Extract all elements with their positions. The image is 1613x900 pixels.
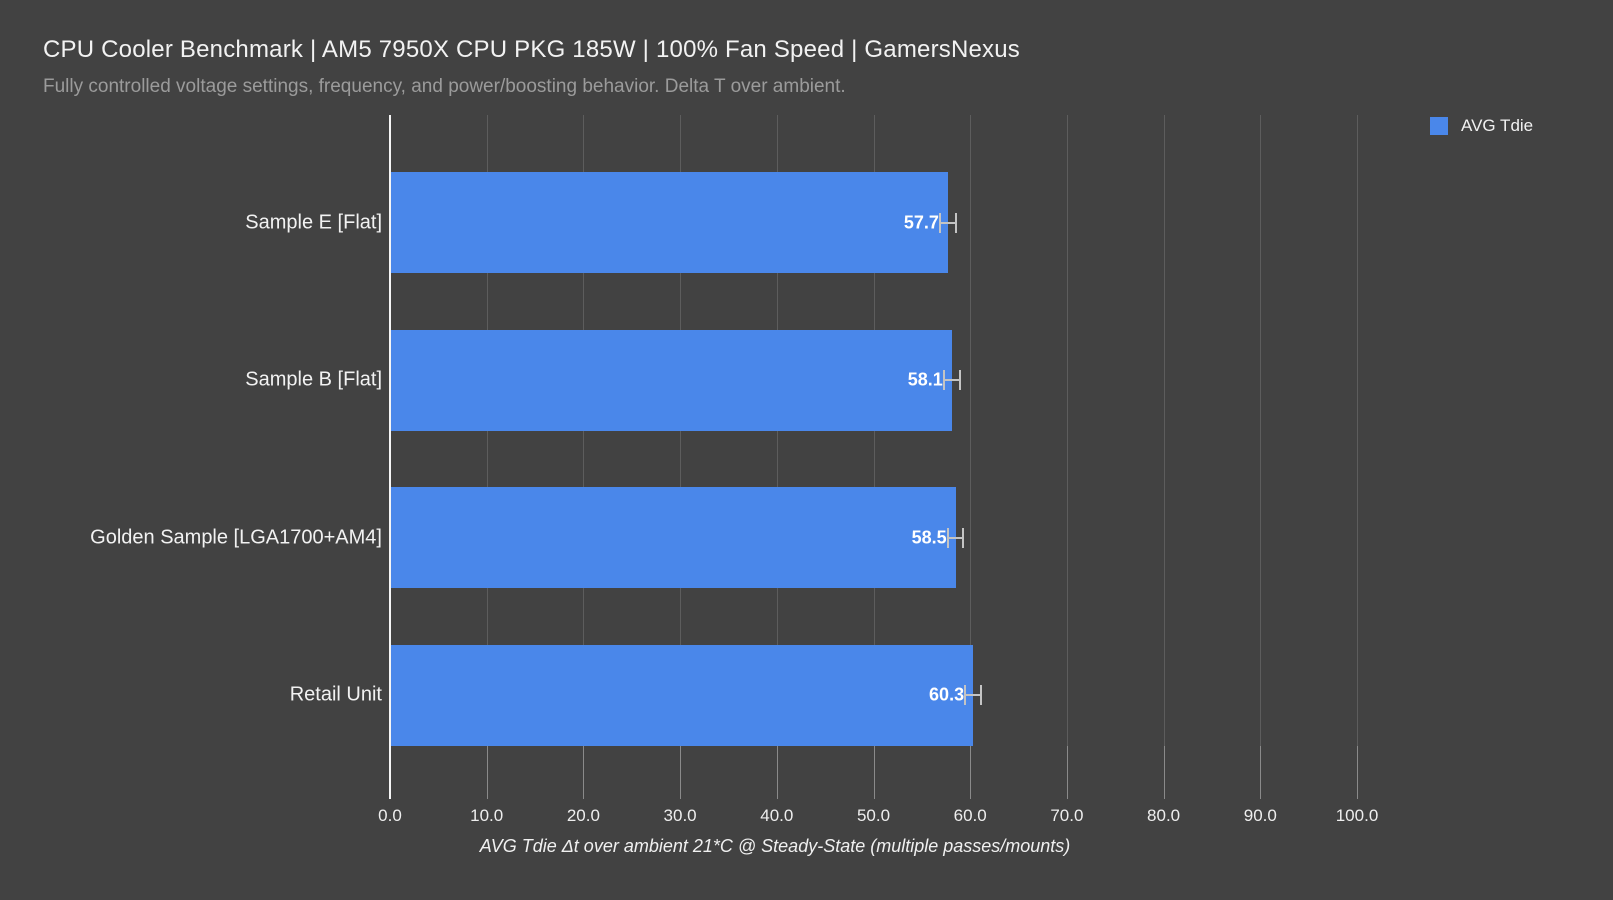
x-axis-tick [389,746,391,799]
error-bar-cap-right [958,370,961,391]
legend: AVG Tdie [1430,116,1533,136]
x-axis-tick [1066,746,1068,799]
bar-sample-e-flat- [391,172,948,273]
bar-value-label: 58.5 [911,527,947,548]
category-label: Retail Unit [289,683,382,706]
x-axis-tick [1163,746,1165,799]
gridline [1260,115,1262,746]
x-axis-tick [583,746,585,799]
gridline [1066,115,1068,746]
x-axis-tick [776,746,778,799]
error-bar-line [940,221,956,224]
x-axis-tick [970,746,972,799]
legend-label: AVG Tdie [1461,116,1534,135]
x-tick-label: 70.0 [1050,806,1084,825]
error-bar-cap-left [939,212,942,233]
x-tick-label: 0.0 [378,806,402,825]
error-bar-line [944,379,960,382]
error-bar-cap-left [943,370,946,391]
x-axis-tick [873,746,875,799]
error-bar-cap-left [946,527,949,548]
category-label: Sample E [Flat] [245,211,382,233]
error-bar-line [965,694,981,697]
x-axis-tick [1357,746,1358,799]
x-axis-tick [486,746,488,799]
chart-subtitle: Fully controlled voltage settings, frequ… [43,76,846,97]
bar-sample-b-flat- [391,329,952,431]
error-bar-cap-right [954,212,957,233]
x-axis-tick [680,746,682,799]
chart-title: CPU Cooler Benchmark | AM5 7950X CPU PKG… [43,36,1020,63]
x-tick-label: 60.0 [953,806,987,825]
bar-retail-unit [391,644,974,746]
legend-swatch-icon [1430,117,1448,135]
x-tick-label: 80.0 [1147,806,1181,825]
x-tick-label: 30.0 [663,806,697,825]
error-bar-cap-left [964,685,967,706]
y-axis-line [389,115,391,746]
category-label: Golden Sample [LGA1700+AM4] [90,526,382,549]
category-label: Sample B [Flat] [245,368,382,391]
x-axis-title: AVG Tdie Δt over ambient 21*C @ Steady-S… [479,836,1071,856]
error-bar-line [947,536,964,539]
x-tick-label: 40.0 [760,806,794,825]
x-tick-label: 90.0 [1243,806,1277,825]
gridline [1357,115,1358,746]
x-tick-label: 100.0 [1335,806,1379,825]
bar-value-label: 60.3 [929,684,965,705]
x-tick-label: 10.0 [470,806,504,825]
x-axis-tick [1260,746,1262,799]
gridline [970,115,972,746]
x-tick-label: 20.0 [566,806,600,825]
x-tick-label: 50.0 [856,806,891,825]
error-bar-cap-right [962,527,965,548]
error-bar-cap-right [979,685,982,706]
bar-value-label: 58.1 [907,369,943,390]
bar-value-label: 57.7 [903,212,939,232]
bar-golden-sample-lga1700-am4- [391,487,956,589]
gridline [1163,115,1165,746]
